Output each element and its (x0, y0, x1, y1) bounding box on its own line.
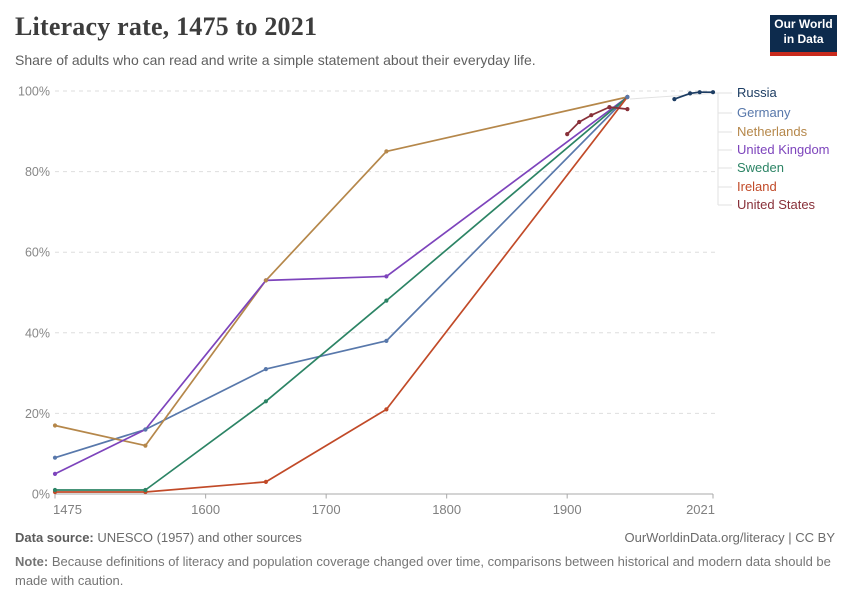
series-line-ireland[interactable] (54, 96, 629, 493)
y-tick-label: 80% (25, 165, 50, 179)
series-point-germany (384, 338, 389, 343)
y-tick-label: 0% (32, 488, 50, 502)
legend-item-ireland[interactable]: Ireland (737, 179, 777, 194)
chart-note: Note: Because definitions of literacy an… (15, 552, 835, 590)
series-line-russia[interactable] (673, 91, 714, 100)
series-point-united-states (589, 113, 594, 118)
series-point-russia (672, 97, 677, 102)
chart-note-text: Because definitions of literacy and popu… (15, 554, 831, 588)
series-point-united-states (565, 132, 570, 137)
x-tick-label: 1800 (432, 502, 461, 517)
series-point-germany (143, 427, 148, 432)
data-source-label: Data source: (15, 530, 94, 545)
legend-item-netherlands[interactable]: Netherlands (737, 124, 808, 139)
series-point-united-kingdom (384, 274, 389, 279)
series-point-germany (263, 367, 268, 372)
data-source-text: UNESCO (1957) and other sources (97, 530, 302, 545)
y-tick-label: 60% (25, 246, 50, 260)
series-point-sweden (143, 487, 148, 493)
series-point-germany (52, 455, 58, 460)
legend-connector (629, 92, 719, 100)
owid-logo[interactable]: Our World in Data (770, 15, 837, 56)
series-point-united-states (607, 105, 612, 110)
legend-item-germany[interactable]: Germany (737, 105, 791, 120)
x-tick-label: 1900 (553, 502, 582, 517)
series-point-united-kingdom (52, 471, 58, 476)
series-point-ireland (384, 407, 389, 412)
series-point-united-states (625, 107, 630, 112)
y-tick-label: 100% (18, 85, 50, 99)
series-point-netherlands (384, 149, 389, 154)
chart-subtitle: Share of adults who can read and write a… (15, 52, 536, 68)
series-point-ireland (263, 479, 268, 484)
x-tick-label: 2021 (686, 502, 715, 517)
series-point-netherlands (52, 423, 58, 428)
series-point-russia (688, 91, 693, 96)
x-tick-label: 1700 (312, 502, 341, 517)
owid-logo-line2: in Data (783, 32, 824, 46)
series-point-sweden (52, 487, 58, 493)
legend-item-united-kingdom[interactable]: United Kingdom (737, 142, 830, 157)
series-point-russia (710, 90, 716, 95)
series-point-united-states (577, 119, 582, 125)
series-line-netherlands[interactable] (54, 96, 629, 447)
x-tick-label: 1600 (191, 502, 220, 517)
series-point-netherlands (263, 278, 268, 283)
series-point-russia (697, 90, 702, 95)
x-tick-label: 1475 (53, 502, 82, 517)
series-point-netherlands (143, 443, 148, 448)
series-point-sweden (263, 399, 268, 404)
data-source: Data source: UNESCO (1957) and other sou… (15, 530, 302, 545)
series-line-united-kingdom[interactable] (54, 96, 629, 475)
owid-logo-line1: Our World (774, 17, 833, 31)
series-line-united-states[interactable] (566, 106, 629, 135)
legend-item-russia[interactable]: Russia (737, 85, 777, 100)
page-title: Literacy rate, 1475 to 2021 (15, 12, 318, 41)
chart-note-label: Note: (15, 554, 49, 569)
y-tick-label: 20% (25, 407, 50, 421)
chart-footer: Data source: UNESCO (1957) and other sou… (15, 530, 835, 545)
series-point-germany (625, 94, 630, 100)
series-point-sweden (384, 298, 389, 303)
legend-item-united-states[interactable]: United States (737, 197, 816, 212)
owid-license-link[interactable]: OurWorldinData.org/literacy | CC BY (624, 530, 835, 545)
y-tick-label: 40% (25, 326, 50, 340)
legend-item-sweden[interactable]: Sweden (737, 160, 784, 175)
